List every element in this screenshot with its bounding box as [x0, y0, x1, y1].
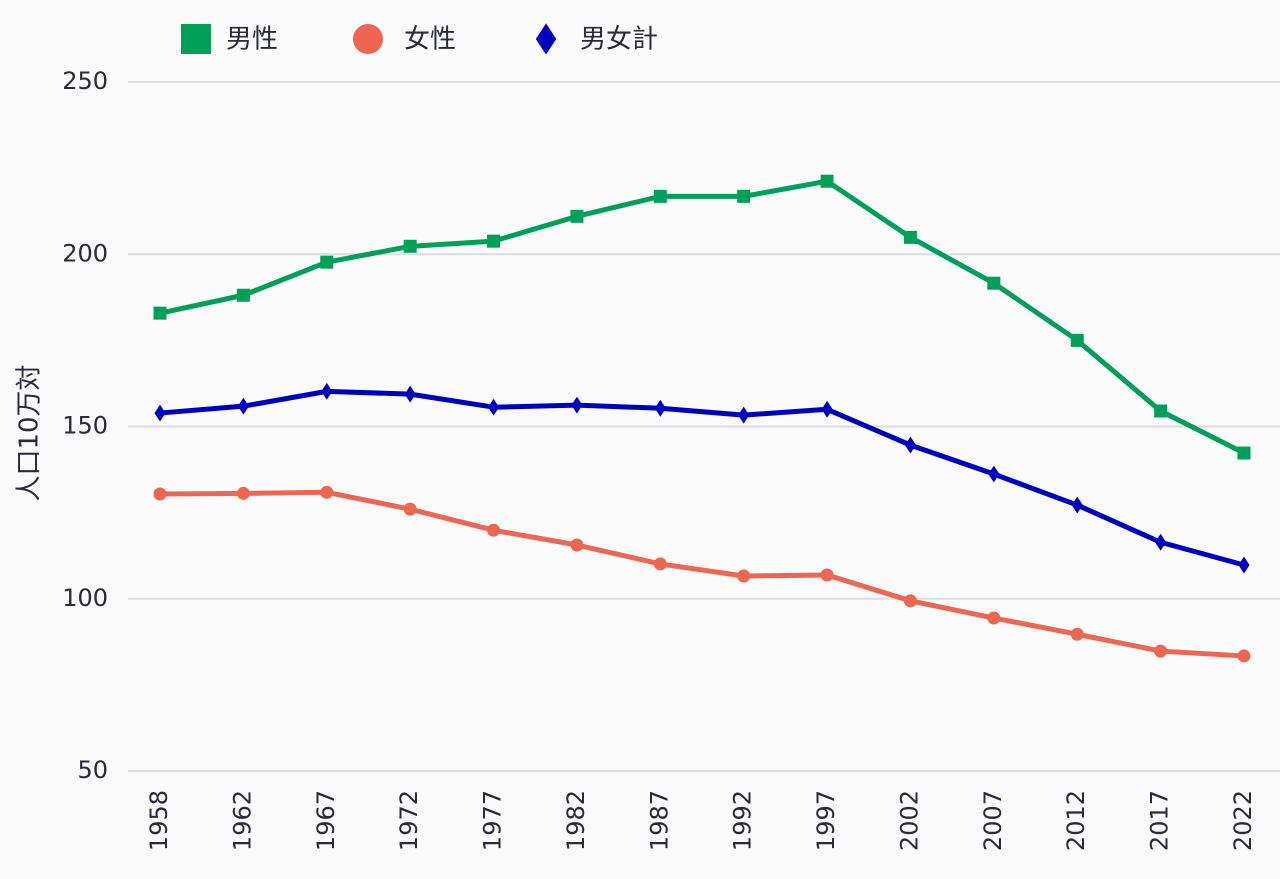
- data-point: [737, 189, 751, 203]
- data-point: [1155, 533, 1167, 551]
- data-point: [1238, 556, 1250, 574]
- data-point: [403, 502, 417, 516]
- data-point: [653, 557, 667, 571]
- series-3: [154, 382, 1250, 574]
- legend-label: 女性: [404, 25, 456, 55]
- data-point: [1237, 446, 1251, 460]
- data-point: [820, 174, 834, 188]
- legend-label: 男性: [226, 25, 278, 55]
- data-point: [1154, 404, 1168, 418]
- series-line: [159, 178, 1246, 456]
- x-tick-label: 1992: [729, 790, 757, 851]
- x-tick-label: 2022: [1229, 790, 1257, 851]
- data-point: [903, 230, 917, 244]
- data-point: [987, 611, 1001, 625]
- x-tick-label: 2017: [1146, 790, 1174, 851]
- series-1: [153, 174, 1251, 460]
- data-point: [570, 209, 584, 223]
- data-point: [404, 385, 416, 403]
- x-tick-label: 2007: [979, 790, 1007, 851]
- y-tick-label: 200: [62, 239, 108, 267]
- legend-item[interactable]: 男性: [181, 24, 278, 55]
- series-layer: [153, 174, 1251, 663]
- legend: 男性 女性 男女計: [181, 23, 658, 55]
- series-line: [159, 489, 1245, 659]
- diamond-marker-icon: [535, 23, 557, 55]
- y-tick-label: 100: [62, 584, 108, 612]
- data-point: [1070, 333, 1084, 347]
- y-tick-label: 150: [62, 412, 108, 440]
- x-tick-label: 1972: [395, 790, 423, 851]
- y-tick-label: 250: [62, 67, 108, 95]
- x-tick-label: 1987: [645, 790, 673, 851]
- data-point: [654, 399, 666, 417]
- y-axis-label: 人口10万対: [15, 364, 45, 501]
- x-tick-label: 2012: [1062, 790, 1090, 851]
- data-point: [321, 382, 333, 400]
- data-point: [570, 538, 584, 552]
- y-tick-label: 50: [77, 756, 108, 784]
- x-tick-label: 1962: [228, 790, 256, 851]
- legend-label: 男女計: [580, 25, 658, 55]
- data-point: [987, 276, 1001, 290]
- x-tick-label: 1982: [562, 790, 590, 851]
- x-tick-label: 1967: [312, 790, 340, 851]
- data-point: [904, 436, 916, 454]
- legend-item[interactable]: 女性: [353, 24, 456, 55]
- data-point: [488, 398, 500, 416]
- data-point: [571, 396, 583, 414]
- legend-item[interactable]: 男女計: [535, 23, 658, 55]
- data-point: [487, 523, 501, 537]
- data-point: [154, 404, 166, 422]
- data-point: [1154, 644, 1168, 658]
- data-point: [820, 568, 834, 582]
- series-2: [153, 485, 1251, 663]
- y-axis-ticks: 50 100 150 200 250: [62, 67, 108, 784]
- data-point: [320, 485, 334, 499]
- square-marker-icon: [181, 24, 211, 54]
- data-point: [988, 465, 1000, 483]
- data-point: [403, 239, 417, 253]
- data-point: [903, 594, 917, 608]
- data-point: [236, 288, 250, 302]
- data-point: [236, 486, 250, 500]
- x-tick-label: 1977: [479, 790, 507, 851]
- x-tick-label: 2002: [895, 790, 923, 851]
- x-tick-label: 1997: [812, 790, 840, 851]
- x-axis-ticks: 1958 1962 1967 1972 1977 1982 1987 1992 1997 2002…: [145, 790, 1257, 851]
- circle-marker-icon: [353, 24, 383, 54]
- data-point: [738, 406, 750, 424]
- x-tick-label: 1958: [145, 790, 173, 851]
- data-point: [737, 569, 751, 583]
- data-point: [1237, 649, 1251, 663]
- data-point: [1071, 496, 1083, 514]
- gridlines: [128, 81, 1280, 772]
- data-point: [487, 234, 501, 248]
- data-point: [237, 397, 249, 415]
- data-point: [821, 400, 833, 418]
- data-point: [320, 255, 334, 269]
- series-line: [159, 388, 1245, 568]
- data-point: [1070, 627, 1084, 641]
- data-point: [153, 306, 167, 320]
- data-point: [653, 189, 667, 203]
- data-point: [153, 487, 167, 501]
